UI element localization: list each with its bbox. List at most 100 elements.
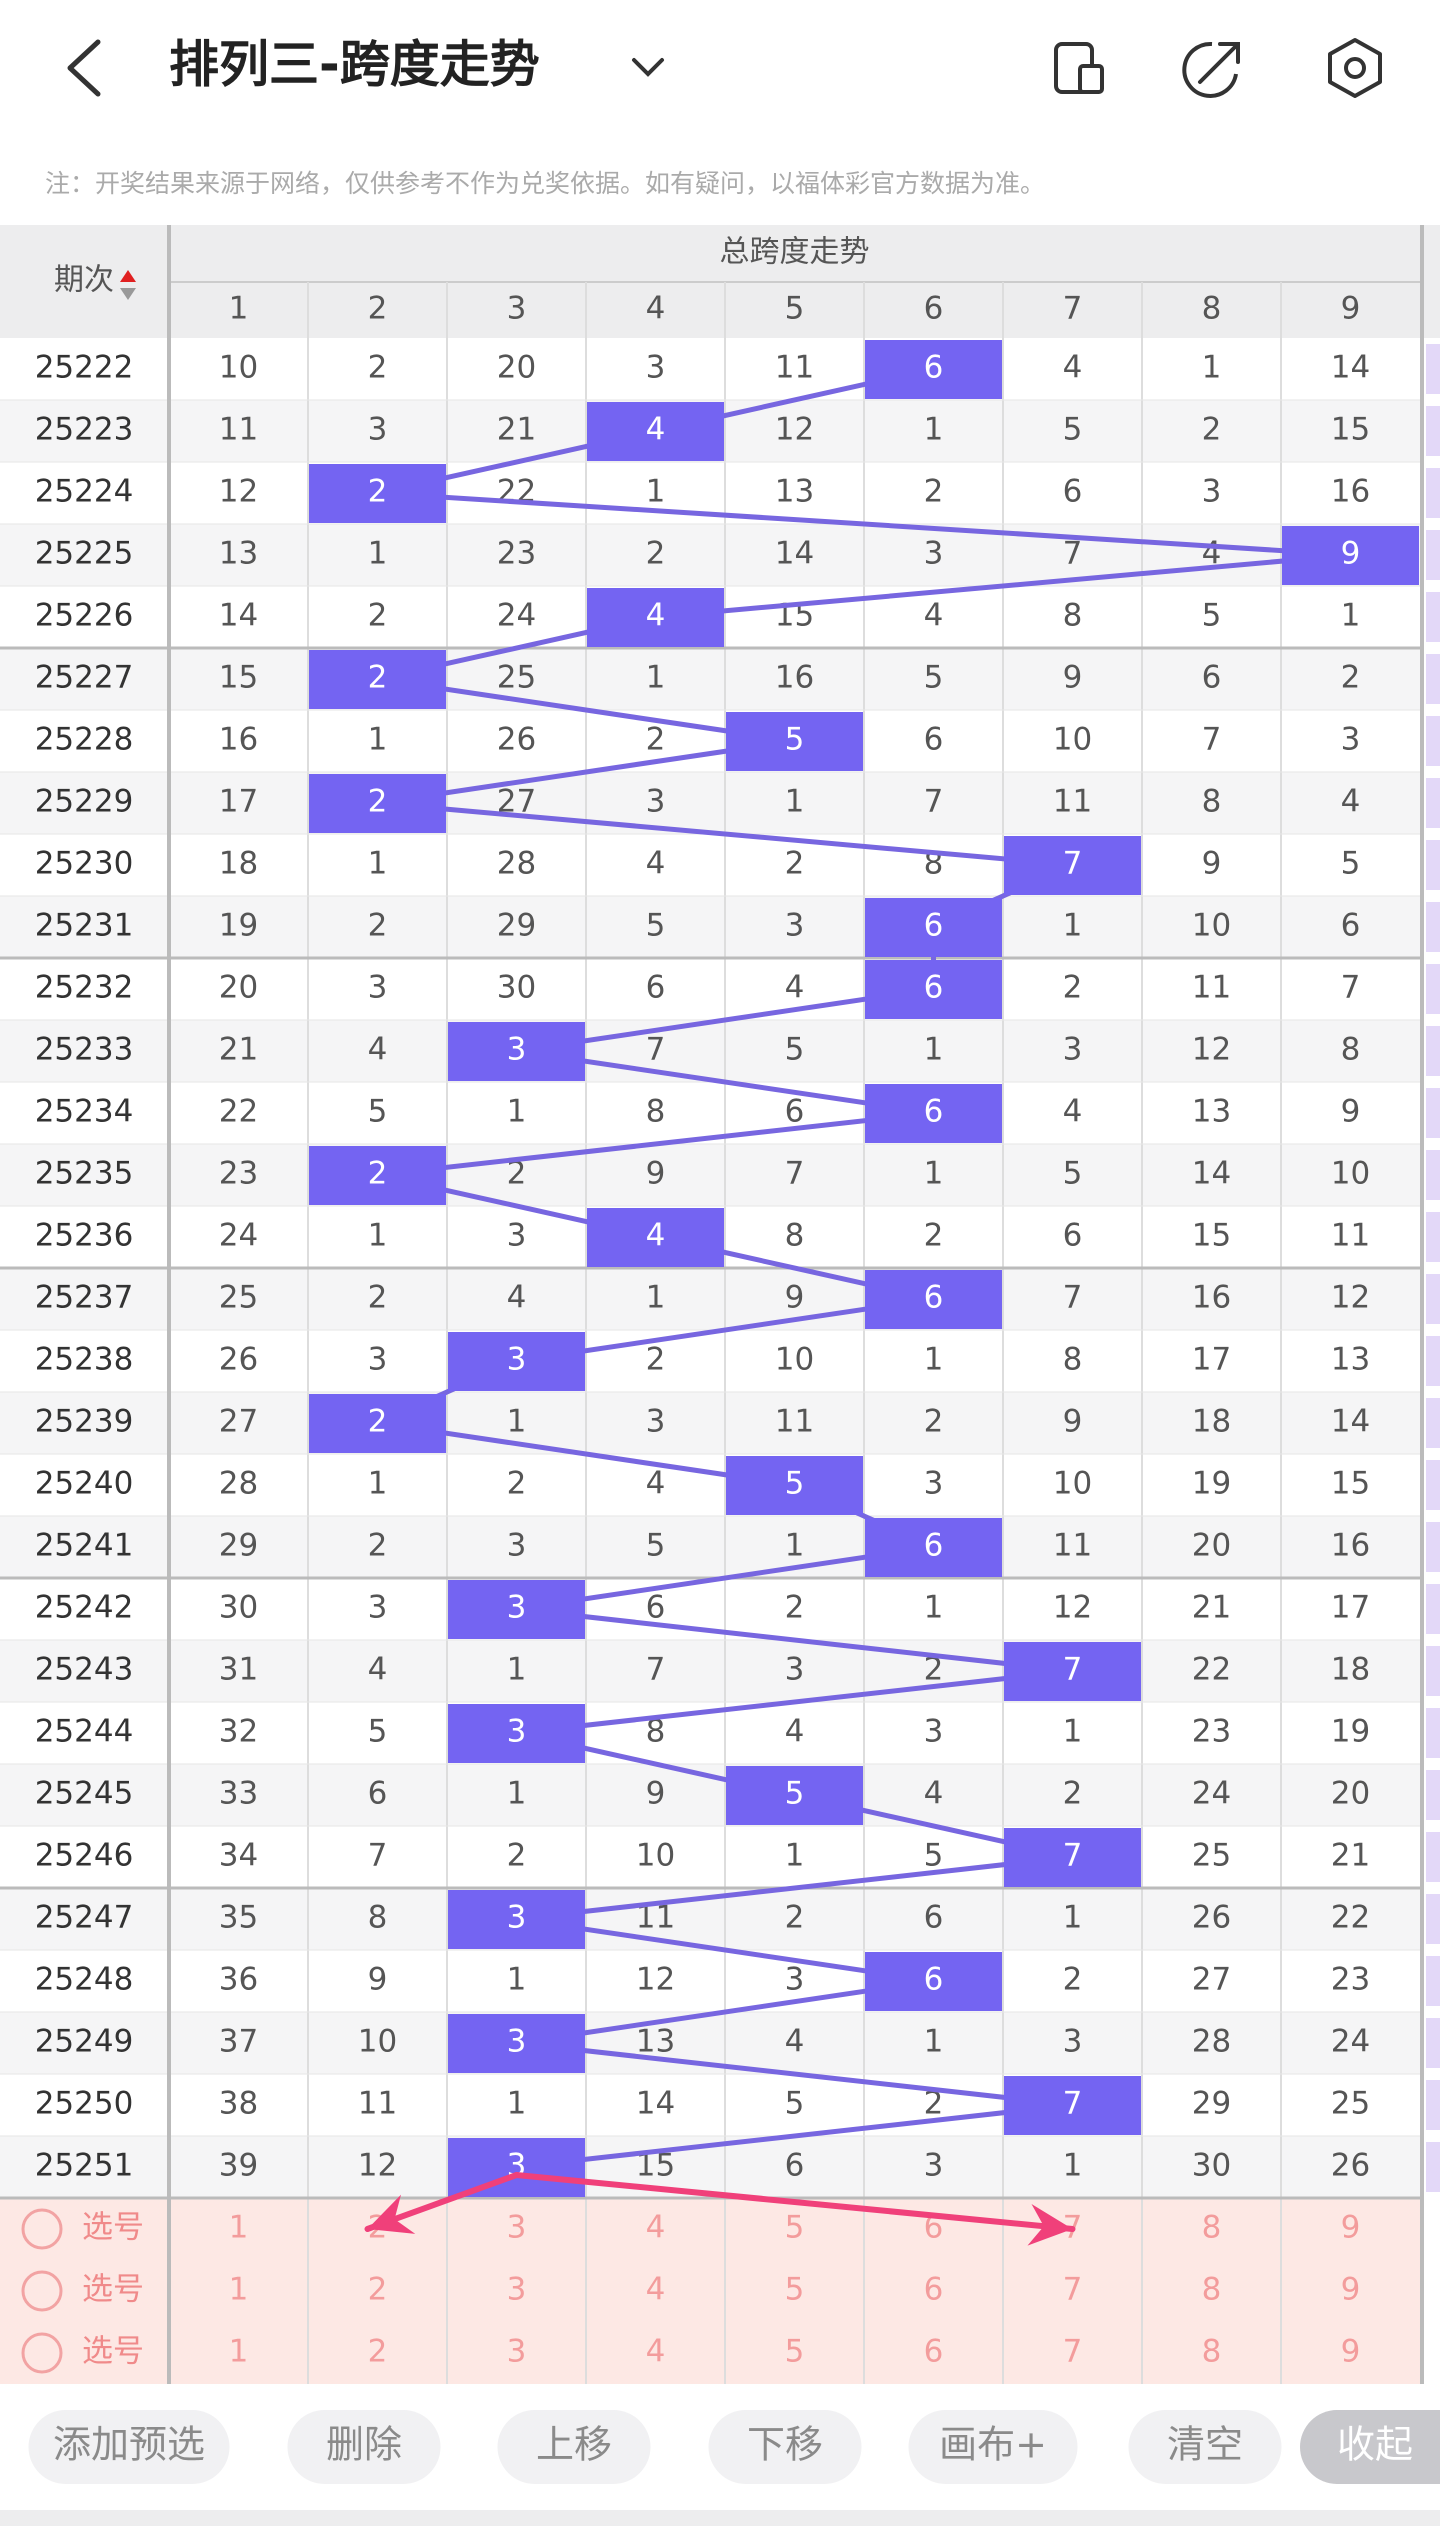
pick-radio[interactable]: [21, 2270, 63, 2312]
layout-icon[interactable]: [1054, 42, 1104, 94]
trend-cell: 27: [219, 1404, 258, 1440]
period-cell: 25223: [35, 412, 134, 448]
trend-cell: 19: [1192, 1466, 1231, 1502]
toolbar-button-label[interactable]: 添加预选: [53, 2423, 205, 2467]
back-button[interactable]: [67, 39, 101, 97]
period-cell: 25240: [35, 1466, 134, 1502]
trend-cell: 6: [1202, 660, 1222, 696]
trend-cell: 33: [219, 1776, 258, 1812]
span-value: 3: [507, 1342, 527, 1378]
toolbar-button-label[interactable]: 清空: [1167, 2423, 1243, 2467]
trend-cell: 2: [785, 1900, 805, 1936]
trend-cell: 21: [497, 412, 536, 448]
trend-cell: 24: [497, 598, 536, 634]
toolbar-button-label[interactable]: 收起: [1337, 2423, 1413, 2467]
trend-cell: 1: [368, 1466, 388, 1502]
pick-radio[interactable]: [21, 2208, 63, 2250]
trend-cell: 8: [1063, 1342, 1083, 1378]
pick-number[interactable]: 5: [785, 2210, 805, 2246]
row-stripe: [1426, 1584, 1440, 1634]
trend-cell: 2: [1063, 970, 1083, 1006]
period-header[interactable]: 期次: [54, 263, 114, 298]
trend-cell: 5: [368, 1094, 388, 1130]
pick-number[interactable]: 4: [646, 2272, 666, 2308]
pick-number[interactable]: 7: [1063, 2272, 1083, 2308]
toolbar-button[interactable]: [908, 2410, 1078, 2484]
trend-cell: 23: [497, 536, 536, 572]
toolbar-button-label[interactable]: 上移: [536, 2423, 612, 2467]
trend-cell: 14: [1331, 1404, 1370, 1440]
toolbar-button[interactable]: [287, 2410, 441, 2484]
pick-number[interactable]: 8: [1202, 2210, 1222, 2246]
trend-cell: 1: [1063, 908, 1083, 944]
toolbar-button[interactable]: [28, 2410, 230, 2484]
toolbar-button-label[interactable]: 删除: [326, 2423, 402, 2467]
span-highlight: [448, 1704, 585, 1763]
trend-cell: 17: [219, 784, 258, 820]
trend-cell: 25: [1192, 1838, 1231, 1874]
pick-number[interactable]: 9: [1341, 2334, 1361, 2370]
trend-cell: 18: [1192, 1404, 1231, 1440]
trend-cell: 11: [1331, 1218, 1370, 1254]
trend-cell: 21: [219, 1032, 258, 1068]
trend-cell: 6: [646, 1590, 666, 1626]
trend-cell: 22: [219, 1094, 258, 1130]
toolbar-button[interactable]: [708, 2410, 862, 2484]
toolbar-button[interactable]: [497, 2410, 651, 2484]
column-header: 6: [924, 291, 944, 327]
share-icon[interactable]: [1182, 41, 1240, 98]
toolbar-button[interactable]: [1128, 2410, 1282, 2484]
pick-number[interactable]: 3: [507, 2272, 527, 2308]
row-stripe: [1426, 654, 1440, 704]
pick-number[interactable]: 8: [1202, 2334, 1222, 2370]
pick-number[interactable]: 8: [1202, 2272, 1222, 2308]
trend-cell: 2: [368, 598, 388, 634]
pick-number[interactable]: 9: [1341, 2272, 1361, 2308]
pick-number[interactable]: 4: [646, 2334, 666, 2370]
span-value: 2: [368, 474, 388, 510]
trend-cell: 4: [646, 1466, 666, 1502]
period-cell: 25238: [35, 1342, 134, 1378]
trend-cell: 2: [368, 350, 388, 386]
pick-number[interactable]: 4: [646, 2210, 666, 2246]
trend-cell: 26: [219, 1342, 258, 1378]
trend-cell: 15: [1192, 1218, 1231, 1254]
sort-up[interactable]: [120, 270, 136, 282]
pick-number[interactable]: 5: [785, 2334, 805, 2370]
title-dropdown[interactable]: [632, 58, 664, 77]
toolbar-button-label[interactable]: 下移: [747, 2423, 823, 2467]
row-stripe: [1426, 406, 1440, 456]
pick-number[interactable]: 3: [507, 2334, 527, 2370]
span-value: 7: [1063, 846, 1083, 882]
toolbar-button[interactable]: [1300, 2410, 1440, 2484]
trend-cell: 32: [219, 1714, 258, 1750]
pick-number[interactable]: 1: [229, 2210, 249, 2246]
trend-cell: 26: [1331, 2148, 1370, 2184]
trend-line: [516, 1978, 934, 2046]
row-stripe: [1426, 1398, 1440, 1448]
sort-down[interactable]: [120, 288, 136, 300]
pick-number[interactable]: 3: [507, 2210, 527, 2246]
trend-cell: 24: [219, 1218, 258, 1254]
arrow-head: [1027, 2204, 1073, 2246]
pick-number[interactable]: 1: [229, 2272, 249, 2308]
pick-number[interactable]: 6: [924, 2272, 944, 2308]
icon-shape: [1198, 42, 1240, 84]
pick-radio[interactable]: [21, 2332, 63, 2374]
trend-cell: 2: [368, 1280, 388, 1316]
trend-cell: 5: [924, 660, 944, 696]
pick-number[interactable]: 5: [785, 2272, 805, 2308]
pick-number[interactable]: 9: [1341, 2210, 1361, 2246]
pick-number[interactable]: 7: [1063, 2334, 1083, 2370]
span-highlight: [726, 1766, 863, 1825]
pick-number[interactable]: 6: [924, 2334, 944, 2370]
pick-number[interactable]: 1: [229, 2334, 249, 2370]
trend-cell: 13: [1331, 1342, 1370, 1378]
settings-icon[interactable]: [1328, 38, 1382, 98]
trend-cell: 1: [368, 722, 388, 758]
pick-number[interactable]: 2: [368, 2334, 388, 2370]
toolbar-button-label[interactable]: 画布+: [939, 2423, 1047, 2467]
trend-cell: 6: [646, 970, 666, 1006]
span-highlight: [726, 1456, 863, 1515]
pick-number[interactable]: 2: [368, 2272, 388, 2308]
